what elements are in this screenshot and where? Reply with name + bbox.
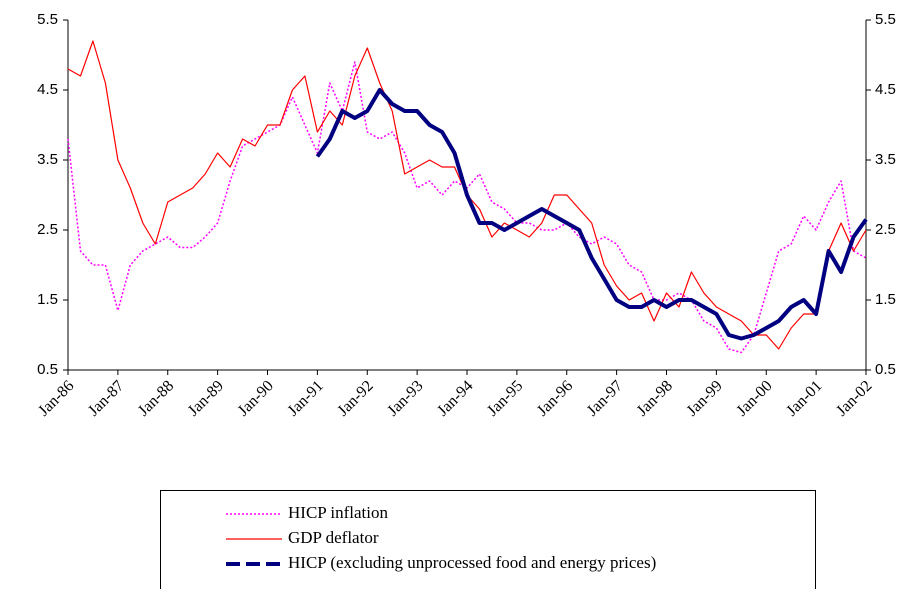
x-tick-label: Jan-98 [634, 377, 676, 419]
legend-box [160, 490, 816, 589]
x-tick-label: Jan-02 [833, 377, 875, 419]
x-tick-label: Jan-90 [235, 377, 277, 419]
x-tick-label: Jan-97 [584, 377, 626, 419]
x-tick-label: Jan-99 [684, 377, 726, 419]
x-tick-label: Jan-94 [434, 377, 476, 419]
legend-label: HICP (excluding unprocessed food and ene… [288, 553, 656, 572]
x-tick-label: Jan-00 [733, 377, 775, 419]
x-tick-label: Jan-91 [285, 377, 327, 419]
y2-tick-label: 3.5 [875, 151, 896, 168]
y-tick-label: 1.5 [37, 291, 58, 308]
y2-tick-label: 0.5 [875, 361, 896, 378]
x-tick-label: Jan-89 [185, 377, 227, 419]
legend-label: HICP inflation [288, 503, 388, 522]
y-tick-label: 2.5 [37, 221, 58, 238]
legend: HICP inflation GDP deflator HICP (excludin… [160, 490, 816, 589]
x-tick-label: Jan-01 [783, 377, 825, 419]
x-tick-label: Jan-88 [135, 377, 177, 419]
y-tick-label: 0.5 [37, 361, 58, 378]
y2-tick-label: 5.5 [875, 11, 896, 28]
y-tick-label: 3.5 [37, 151, 58, 168]
y2-tick-label: 4.5 [875, 81, 896, 98]
x-tick-label: Jan-87 [85, 377, 127, 419]
x-tick-label: Jan-95 [484, 377, 526, 419]
series-line [315, 88, 868, 341]
x-tick-label: Jan-96 [534, 377, 576, 419]
y2-tick-label: 2.5 [875, 221, 896, 238]
y-tick-label: 4.5 [37, 81, 58, 98]
legend-label: GDP deflator [288, 528, 379, 547]
series-line [67, 61, 867, 354]
x-tick-label: Jan-86 [35, 377, 77, 419]
x-tick-label: Jan-92 [334, 377, 376, 419]
y2-tick-label: 1.5 [875, 291, 896, 308]
y-tick-label: 5.5 [37, 11, 58, 28]
x-tick-label: Jan-93 [384, 377, 426, 419]
